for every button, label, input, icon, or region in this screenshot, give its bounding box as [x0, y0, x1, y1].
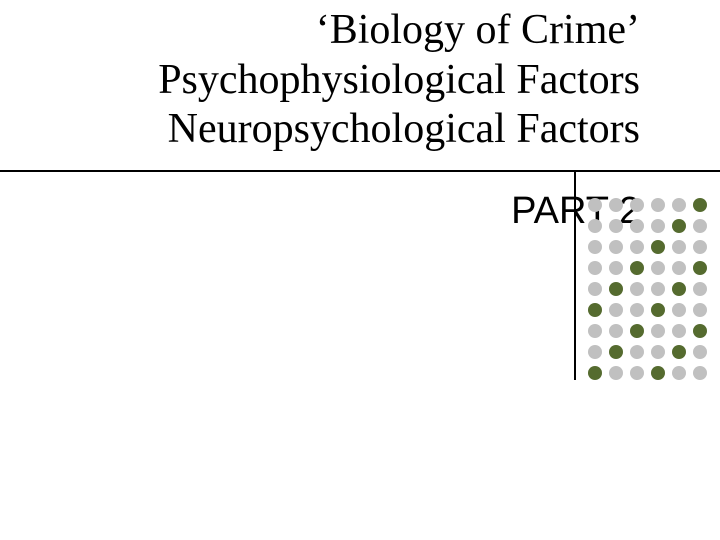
dot-icon — [651, 345, 665, 359]
dot-icon — [651, 282, 665, 296]
dot-icon — [630, 324, 644, 338]
dot-icon — [693, 324, 707, 338]
dot-icon — [588, 366, 602, 380]
subtitle: PART 2 — [0, 190, 640, 233]
dot-icon — [630, 198, 644, 212]
dot-icon — [693, 240, 707, 254]
dot-icon — [609, 366, 623, 380]
dot-icon — [588, 345, 602, 359]
horizontal-rule — [0, 170, 720, 172]
dot-icon — [651, 240, 665, 254]
dot-icon — [609, 198, 623, 212]
dot-icon — [693, 303, 707, 317]
dot-icon — [693, 261, 707, 275]
dot-icon — [651, 366, 665, 380]
dot-icon — [588, 303, 602, 317]
dot-icon — [588, 240, 602, 254]
dot-icon — [630, 219, 644, 233]
dot-icon — [651, 303, 665, 317]
dot-icon — [672, 282, 686, 296]
dot-icon — [693, 219, 707, 233]
title-block: ‘Biology of Crime’ Psychophysiological F… — [0, 6, 720, 155]
dot-icon — [693, 366, 707, 380]
dot-icon — [609, 261, 623, 275]
vertical-rule — [574, 170, 576, 380]
dot-icon — [609, 324, 623, 338]
dot-icon — [630, 303, 644, 317]
dot-icon — [651, 219, 665, 233]
dot-icon — [609, 219, 623, 233]
dot-icon — [630, 261, 644, 275]
dot-icon — [672, 345, 686, 359]
dot-icon — [672, 366, 686, 380]
dot-grid-decoration — [588, 198, 707, 380]
dot-icon — [693, 345, 707, 359]
title-line-3: Neuropsychological Factors — [0, 105, 640, 155]
dot-icon — [672, 303, 686, 317]
title-line-2: Psychophysiological Factors — [0, 56, 640, 106]
title-line-1: ‘Biology of Crime’ — [0, 6, 640, 56]
slide: ‘Biology of Crime’ Psychophysiological F… — [0, 0, 720, 540]
dot-icon — [672, 261, 686, 275]
dot-icon — [588, 282, 602, 296]
dot-icon — [609, 303, 623, 317]
dot-icon — [588, 261, 602, 275]
dot-icon — [672, 198, 686, 212]
dot-icon — [693, 282, 707, 296]
dot-icon — [588, 198, 602, 212]
dot-icon — [672, 240, 686, 254]
dot-icon — [651, 324, 665, 338]
dot-icon — [672, 324, 686, 338]
dot-icon — [693, 198, 707, 212]
dot-icon — [651, 261, 665, 275]
dot-icon — [672, 219, 686, 233]
dot-icon — [588, 219, 602, 233]
dot-icon — [630, 345, 644, 359]
dot-icon — [588, 324, 602, 338]
dot-icon — [651, 198, 665, 212]
dot-icon — [609, 240, 623, 254]
dot-icon — [609, 282, 623, 296]
dot-icon — [630, 366, 644, 380]
dot-icon — [630, 282, 644, 296]
dot-icon — [630, 240, 644, 254]
dot-icon — [609, 345, 623, 359]
